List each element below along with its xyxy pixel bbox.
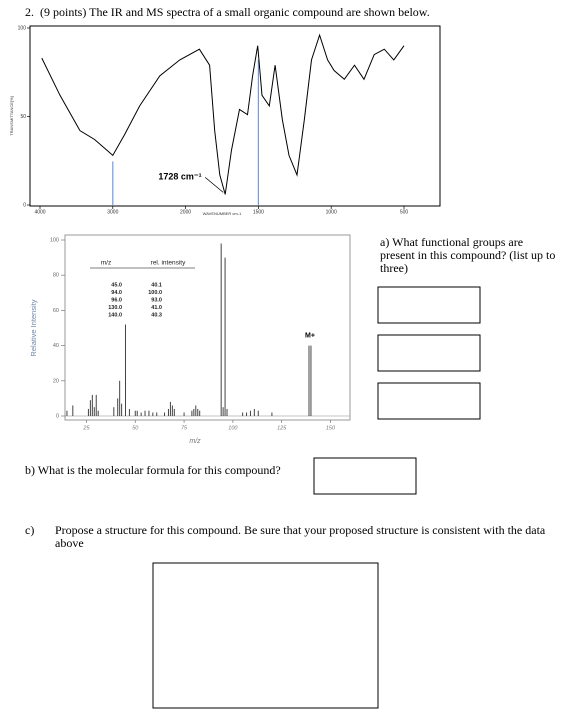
- header: 2. (9 points) The IR and MS spectra of a…: [25, 6, 430, 19]
- table-cell: 100.0: [148, 290, 162, 296]
- answer-box: [377, 382, 481, 420]
- question-text: What is the molecular formula for this c…: [37, 463, 281, 477]
- x-tick-label: 150: [326, 425, 336, 431]
- question-label: b): [25, 463, 35, 477]
- x-axis-label: m/z: [189, 438, 201, 445]
- annotation: M+: [305, 332, 315, 339]
- table-cell: 93.0: [151, 297, 162, 303]
- x-tick-label: 2000: [180, 209, 191, 215]
- question-c-text: Propose a structure for this compound. B…: [55, 523, 546, 550]
- table-cell: 130.0: [108, 305, 122, 311]
- y-axis-label: Relative Intensity: [29, 299, 38, 356]
- table-cell: 45.0: [111, 282, 122, 288]
- x-tick-label: 4000: [34, 209, 45, 215]
- y-axis-label: TRANSMITTANCE[%]: [9, 96, 14, 135]
- table-header: rel. intensity: [151, 260, 186, 267]
- x-axis-label: WAVENUMBER cm-1: [203, 211, 242, 216]
- table-cell: 96.0: [111, 297, 122, 303]
- table-cell: 40.1: [151, 282, 162, 288]
- annotation: 1728 cm⁻¹: [158, 171, 201, 181]
- ir-curve: [41, 33, 405, 195]
- y-tick-label: 20: [53, 378, 59, 384]
- y-tick-label: 80: [53, 273, 59, 279]
- table-header: m/z: [101, 260, 111, 267]
- question-text: What functional groups are present in th…: [380, 235, 556, 275]
- y-tick-label: 60: [53, 308, 59, 314]
- table-cell: 41.0: [151, 305, 162, 311]
- ms-frame: [64, 234, 351, 421]
- x-tick-label: 500: [400, 209, 409, 215]
- question-number: 2.: [25, 5, 34, 19]
- question-text: (9 points) The IR and MS spectra of a sm…: [40, 5, 430, 19]
- question-label: a): [380, 235, 390, 249]
- x-tick-label: 1500: [253, 209, 264, 215]
- answer-box: [377, 286, 481, 324]
- table-cell: 40.3: [151, 312, 162, 318]
- question-a: a) What functional groups are present in…: [380, 236, 558, 275]
- x-tick-label: 100: [228, 425, 238, 431]
- y-tick-label: 0: [56, 413, 59, 419]
- table-cell: 94.0: [111, 290, 122, 296]
- x-tick-label: 50: [132, 425, 139, 431]
- y-tick-label: 100: [18, 25, 27, 31]
- question-c-label: c): [25, 523, 35, 537]
- question-b: b) What is the molecular formula for thi…: [25, 464, 281, 477]
- x-tick-label: 3000: [107, 209, 118, 215]
- y-tick-label: 100: [50, 237, 59, 243]
- x-tick-label: 1000: [326, 209, 337, 215]
- x-tick-label: 75: [181, 425, 188, 431]
- ir-frame: [29, 25, 441, 207]
- y-tick-label: 0: [23, 202, 26, 208]
- answer-box: [313, 457, 417, 495]
- annotation-arrow: [204, 177, 224, 193]
- x-tick-label: 25: [82, 425, 90, 431]
- table-cell: 140.0: [108, 312, 122, 318]
- x-tick-label: 125: [277, 425, 287, 431]
- y-tick-label: 50: [20, 114, 26, 120]
- answer-box: [152, 562, 379, 709]
- y-tick-label: 40: [53, 343, 59, 349]
- answer-box: [377, 334, 481, 372]
